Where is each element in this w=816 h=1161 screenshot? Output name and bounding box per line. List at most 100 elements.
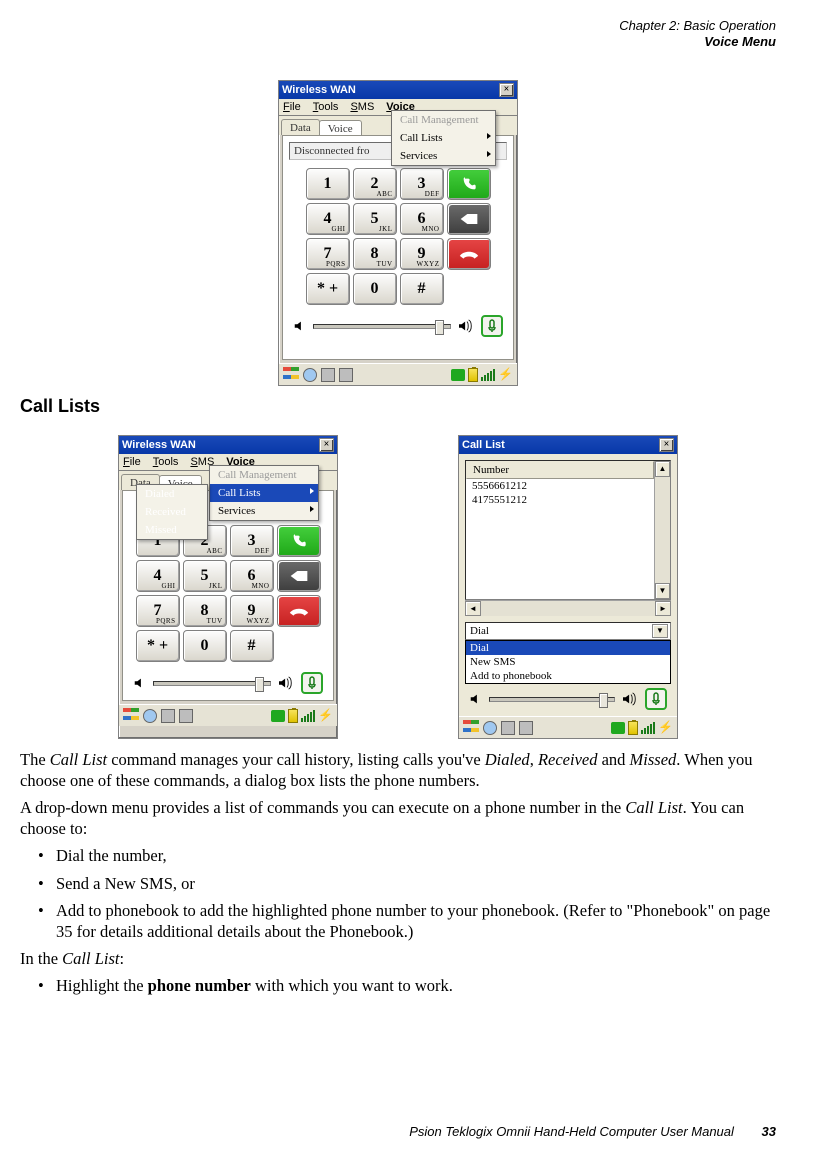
speaker-loud-icon [457,319,475,333]
key-4[interactable]: 4GHI [136,560,180,592]
key-9[interactable]: 9WXYZ [230,595,274,627]
key-7[interactable]: 7PQRS [306,238,350,270]
submenu-dialed[interactable]: Dialed [137,485,207,503]
figure-wwan-call-lists-menu: Wireless WAN × File Tools SMS Voice Data… [118,435,338,739]
tray-icon [519,721,533,735]
option-dial[interactable]: Dial [466,641,670,655]
key-3[interactable]: 3DEF [230,525,274,557]
menu-services[interactable]: Services [210,502,318,520]
tab-voice[interactable]: Voice [319,120,362,136]
body-text: The Call List command manages your call … [20,749,776,996]
menu-sms[interactable]: SMS [350,101,374,113]
call-lists-submenu: Dialed Received Missed [136,484,208,540]
key-6[interactable]: 6MNO [400,203,444,235]
menu-call-management: Call Management [210,466,318,484]
option-add-phonebook[interactable]: Add to phonebook [466,669,670,683]
scroll-left-icon[interactable]: ◄ [465,601,481,616]
speaker-loud-icon [621,692,639,706]
vertical-scrollbar[interactable]: ▲ ▼ [654,461,670,599]
mic-button[interactable] [481,315,503,337]
paragraph: In the Call List: [20,948,776,969]
menu-call-lists[interactable]: Call Lists [392,129,495,147]
scroll-right-icon[interactable]: ► [655,601,671,616]
key-star[interactable]: * + [136,630,180,662]
call-button[interactable] [277,525,321,557]
call-list: Number 5556661212 4175551212 ▲ ▼ [465,460,671,600]
call-list-header[interactable]: Number [466,461,654,479]
start-icon[interactable] [463,720,479,736]
key-8[interactable]: 8TUV [353,238,397,270]
page-number: 33 [762,1124,776,1139]
key-hash[interactable]: # [230,630,274,662]
submenu-received[interactable]: Received [137,503,207,521]
voice-panel: Disconnected fro 1 2ABC 3DEF 4GHI 5JKL 6… [282,135,514,360]
battery-icon [628,721,638,735]
key-5[interactable]: 5JKL [353,203,397,235]
start-icon[interactable] [283,367,299,383]
call-list-row[interactable]: 5556661212 [466,479,654,493]
tray-icon [321,368,335,382]
key-3[interactable]: 3DEF [400,168,444,200]
key-4[interactable]: 4GHI [306,203,350,235]
bullet-item: Dial the number, [38,845,776,866]
tab-data[interactable]: Data [281,119,320,135]
page-header: Chapter 2: Basic Operation Voice Menu [619,18,776,51]
speaker-mute-icon [133,676,147,690]
tray-icon [161,709,175,723]
key-1[interactable]: 1 [306,168,350,200]
menu-tools[interactable]: Tools [313,101,339,113]
menu-tools[interactable]: Tools [153,456,179,468]
action-combo[interactable]: Dial ▼ [465,622,671,640]
titlebar: Wireless WAN × [279,81,517,99]
hangup-button[interactable] [447,238,491,270]
tray-icon [143,709,157,723]
key-9[interactable]: 9WXYZ [400,238,444,270]
mic-button[interactable] [645,688,667,710]
menu-services[interactable]: Services [392,147,495,165]
chapter-label: Chapter 2: Basic Operation [619,18,776,34]
backspace-button[interactable] [277,560,321,592]
paragraph: The Call List command manages your call … [20,749,776,791]
scroll-up-icon[interactable]: ▲ [655,461,670,477]
mic-button[interactable] [301,672,323,694]
key-2[interactable]: 2ABC [353,168,397,200]
volume-slider[interactable] [489,697,615,702]
start-icon[interactable] [123,708,139,724]
menu-call-lists[interactable]: Call Lists Dialed Received Missed [210,484,318,502]
call-list-row[interactable]: 4175551212 [466,493,654,507]
key-8[interactable]: 8TUV [183,595,227,627]
key-5[interactable]: 5JKL [183,560,227,592]
close-icon[interactable]: × [659,438,674,452]
key-0[interactable]: 0 [183,630,227,662]
footer-text: Psion Teklogix Omnii Hand-Held Computer … [409,1124,734,1139]
horizontal-scrollbar[interactable]: ◄ ► [465,600,671,616]
phone-status-icon [451,369,465,381]
signal-icon [301,710,315,722]
menu-file[interactable]: File [123,456,141,468]
window-title: Call List [462,439,659,451]
key-0[interactable]: 0 [353,273,397,305]
submenu-missed[interactable]: Missed [137,521,207,539]
backspace-button[interactable] [447,203,491,235]
phone-status-icon [611,722,625,734]
menu-call-management: Call Management [392,111,495,129]
tray-icon [501,721,515,735]
call-button[interactable] [447,168,491,200]
chevron-down-icon[interactable]: ▼ [652,624,668,638]
key-6[interactable]: 6MNO [230,560,274,592]
charge-icon: ⚡ [498,367,513,382]
close-icon[interactable]: × [319,438,334,452]
close-icon[interactable]: × [499,83,514,97]
volume-slider[interactable] [153,681,271,686]
menu-file[interactable]: File [283,101,301,113]
signal-icon [641,722,655,734]
speaker-mute-icon [469,692,483,706]
option-new-sms[interactable]: New SMS [466,655,670,669]
scroll-down-icon[interactable]: ▼ [655,583,670,599]
hangup-button[interactable] [277,595,321,627]
key-7[interactable]: 7PQRS [136,595,180,627]
key-star[interactable]: * + [306,273,350,305]
volume-slider[interactable] [313,324,451,329]
battery-icon [468,368,478,382]
key-hash[interactable]: # [400,273,444,305]
